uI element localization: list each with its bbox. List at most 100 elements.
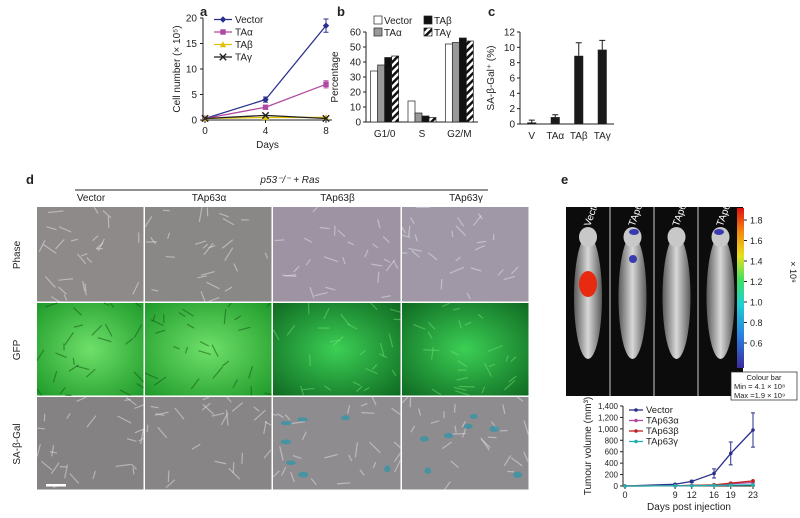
cell-texture	[212, 366, 224, 379]
micrograph-tile	[273, 303, 401, 396]
cell-texture	[441, 302, 451, 308]
y-tick-label: 4	[509, 89, 515, 100]
y-axis-label: SA-β-Gal⁺ (%)	[486, 46, 497, 111]
cell-texture	[151, 288, 159, 292]
cell-texture	[58, 286, 67, 295]
cell-texture	[457, 360, 468, 368]
cell-texture	[440, 278, 443, 290]
cell-texture	[324, 453, 338, 459]
colorbar-tick-label: 1.4	[750, 257, 763, 267]
cell-texture	[488, 363, 496, 368]
cell-texture	[234, 315, 242, 321]
data-point	[262, 114, 269, 121]
data-point	[728, 451, 733, 456]
x-tick-label: 4	[263, 126, 269, 137]
cell-texture	[115, 463, 131, 468]
series-line	[624, 484, 754, 487]
data-point	[751, 479, 755, 483]
cell-texture	[409, 217, 415, 225]
x-tick-label: TAγ	[594, 131, 611, 142]
cell-texture	[484, 362, 492, 377]
bar	[597, 49, 607, 125]
cell-texture	[410, 425, 416, 433]
legend-marker	[220, 29, 226, 35]
bar	[527, 122, 537, 124]
y-tick-label: 8	[509, 58, 515, 69]
cell-texture	[430, 346, 434, 360]
cell-texture	[461, 420, 467, 428]
cell-texture	[393, 441, 401, 449]
cell-texture	[51, 445, 55, 457]
cell-texture	[73, 324, 83, 328]
legend-swatch	[373, 15, 383, 25]
bar	[377, 64, 386, 123]
cell-texture	[456, 377, 469, 381]
micrograph-tile	[37, 397, 144, 490]
cell-texture	[197, 275, 207, 279]
cell-texture	[64, 464, 69, 479]
error-bar	[528, 119, 535, 123]
cell-texture	[130, 463, 137, 470]
cell-texture	[284, 274, 297, 277]
cell-texture	[41, 460, 53, 471]
cell-texture	[174, 407, 185, 420]
cell-texture	[503, 275, 516, 281]
data-point	[689, 479, 694, 484]
cell-texture	[75, 365, 90, 371]
cell-texture	[150, 236, 157, 245]
y-tick-label: 600	[605, 448, 619, 457]
cell-texture	[370, 302, 378, 310]
legend-marker	[634, 418, 638, 423]
cell-texture	[36, 444, 41, 457]
cell-texture	[227, 302, 232, 308]
sa-beta-gal-stain	[489, 425, 499, 432]
cell-texture	[323, 256, 339, 263]
cell-texture	[272, 329, 280, 341]
cell-texture	[241, 452, 243, 464]
y-axis-label: Percentage	[330, 51, 341, 103]
cell-texture	[361, 412, 375, 414]
cell-texture	[55, 239, 65, 250]
cell-texture	[125, 397, 137, 406]
series-line	[624, 429, 754, 487]
cell-texture	[382, 236, 390, 243]
cell-texture	[224, 286, 233, 292]
legend-label: Vector	[384, 16, 413, 27]
cell-texture	[140, 428, 145, 445]
bar	[458, 37, 467, 123]
sa-beta-gal-stain	[443, 432, 454, 439]
cell-texture	[359, 349, 366, 356]
cell-texture	[474, 245, 485, 251]
cell-texture	[312, 206, 318, 213]
cell-texture	[68, 364, 79, 372]
cell-texture	[461, 428, 467, 438]
panel-label-b: b	[337, 4, 345, 19]
cell-texture	[292, 454, 302, 460]
cell-texture	[64, 332, 74, 346]
cell-texture	[233, 263, 239, 272]
cell-texture	[314, 291, 328, 297]
legend-marker	[219, 41, 227, 48]
x-tick-label: 19	[726, 490, 736, 500]
y-tick-label: 50	[350, 43, 362, 54]
bar	[407, 100, 416, 123]
sa-beta-gal-stain	[340, 415, 350, 421]
cell-texture	[266, 302, 271, 308]
cell-texture	[299, 385, 304, 396]
cell-texture	[77, 253, 87, 265]
cell-texture	[191, 443, 201, 450]
x-tick-label: G1/0	[374, 129, 396, 140]
condition-header: p53⁻/⁻ + Ras	[259, 175, 319, 186]
cell-texture	[342, 256, 346, 265]
x-tick-label: 12	[687, 490, 697, 500]
cell-texture	[347, 241, 355, 246]
sa-beta-gal-stain	[285, 460, 296, 465]
cell-texture	[455, 390, 470, 397]
cell-texture	[117, 415, 132, 424]
bar	[428, 117, 437, 123]
legend-marker	[634, 408, 638, 412]
legend-label: Vector	[646, 405, 673, 416]
cell-texture	[222, 360, 230, 367]
cell-texture	[466, 292, 471, 300]
cell-texture	[364, 249, 369, 258]
